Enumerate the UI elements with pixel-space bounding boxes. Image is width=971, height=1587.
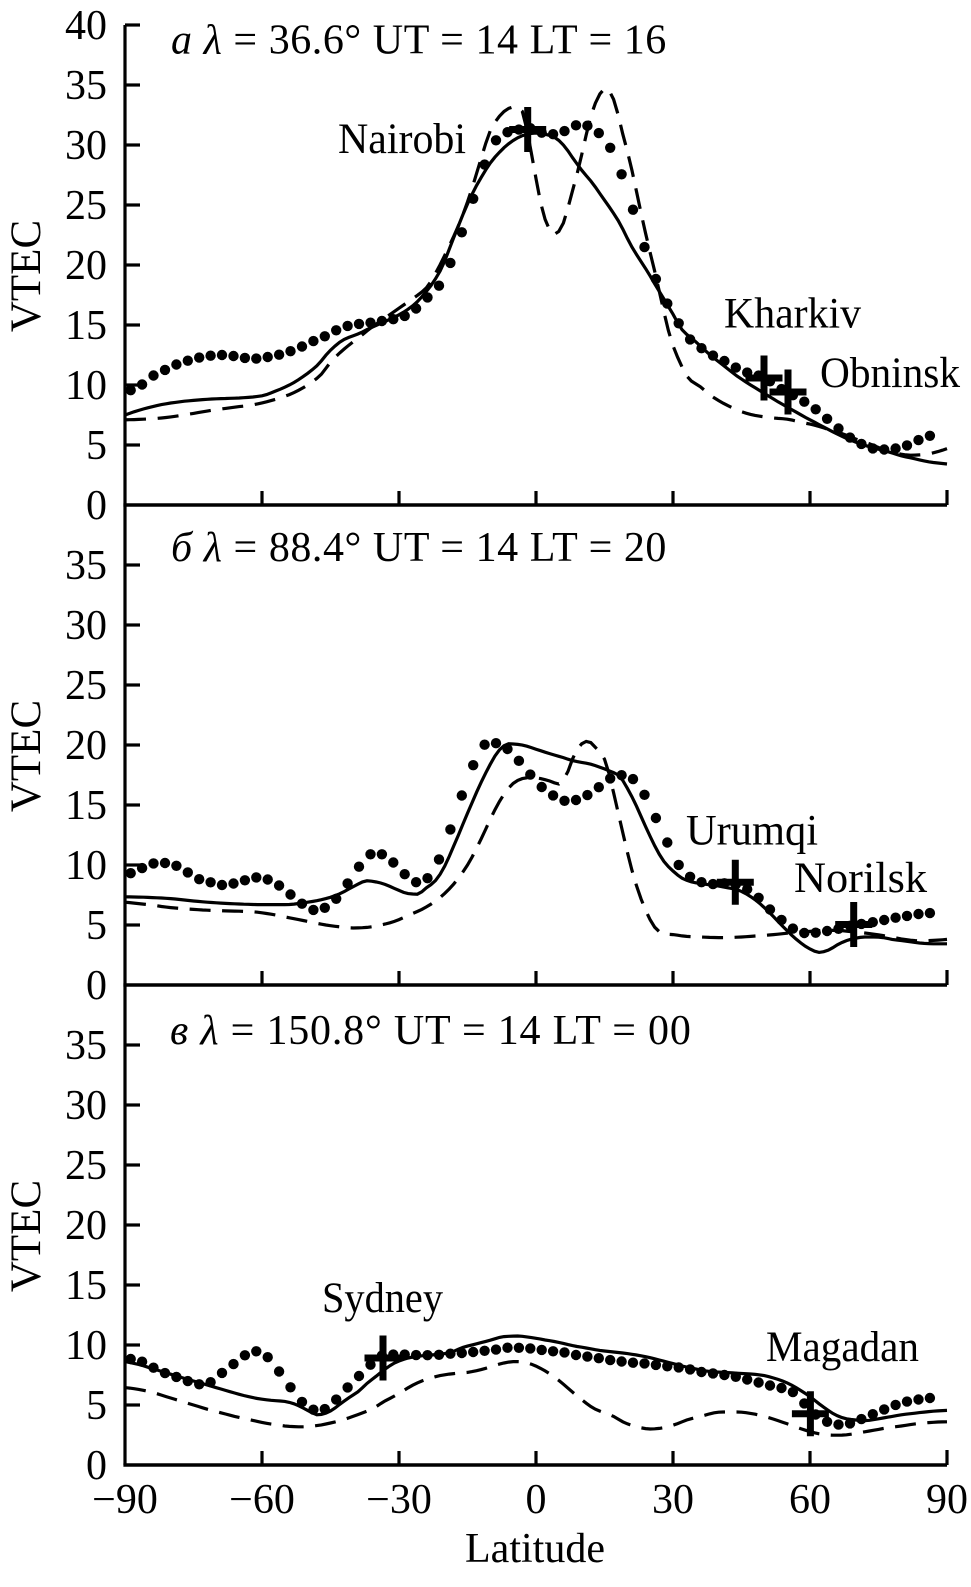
- svg-text:−30: −30: [366, 1477, 432, 1523]
- svg-text:0: 0: [86, 483, 107, 529]
- svg-text:в λ = 150.8° UT = 14 LT = 00: в λ = 150.8° UT = 14 LT = 00: [170, 1008, 692, 1054]
- svg-text:Latitude: Latitude: [465, 1526, 605, 1572]
- svg-text:20: 20: [65, 243, 107, 289]
- svg-text:25: 25: [65, 183, 107, 229]
- svg-text:−60: −60: [229, 1477, 295, 1523]
- svg-text:5: 5: [86, 903, 107, 949]
- svg-text:35: 35: [65, 63, 107, 109]
- svg-text:Norilsk: Norilsk: [794, 855, 928, 902]
- svg-text:60: 60: [789, 1477, 831, 1523]
- svg-text:VTEC: VTEC: [3, 700, 50, 812]
- svg-text:15: 15: [65, 1263, 107, 1309]
- svg-text:Nairobi: Nairobi: [338, 116, 466, 163]
- svg-text:5: 5: [86, 1383, 107, 1429]
- svg-text:Kharkiv: Kharkiv: [724, 290, 861, 337]
- svg-text:40: 40: [65, 3, 107, 49]
- svg-text:0: 0: [86, 1443, 107, 1489]
- svg-text:Urumqi: Urumqi: [686, 807, 818, 854]
- svg-text:35: 35: [65, 543, 107, 589]
- svg-text:30: 30: [65, 603, 107, 649]
- svg-text:10: 10: [65, 1323, 107, 1369]
- svg-text:35: 35: [65, 1023, 107, 1069]
- svg-text:30: 30: [65, 123, 107, 169]
- svg-text:10: 10: [65, 363, 107, 409]
- svg-text:15: 15: [65, 303, 107, 349]
- svg-text:VTEC: VTEC: [3, 220, 50, 332]
- svg-text:25: 25: [65, 1143, 107, 1189]
- svg-text:30: 30: [652, 1477, 694, 1523]
- svg-text:VTEC: VTEC: [3, 1180, 50, 1292]
- svg-text:20: 20: [65, 1203, 107, 1249]
- svg-text:0: 0: [86, 963, 107, 1009]
- svg-text:a λ = 36.6° UT = 14 LT = 16: a λ = 36.6° UT = 14 LT = 16: [171, 18, 667, 64]
- svg-text:90: 90: [926, 1477, 968, 1523]
- svg-text:25: 25: [65, 663, 107, 709]
- svg-text:Magadan: Magadan: [766, 1324, 919, 1371]
- svg-text:20: 20: [65, 723, 107, 769]
- svg-text:5: 5: [86, 423, 107, 469]
- svg-text:б λ = 88.4° UT = 14 LT = 20: б λ = 88.4° UT = 14 LT = 20: [171, 525, 667, 571]
- svg-text:Obninsk: Obninsk: [820, 350, 960, 397]
- svg-text:0: 0: [526, 1477, 547, 1523]
- svg-text:−90: −90: [92, 1477, 158, 1523]
- svg-text:30: 30: [65, 1083, 107, 1129]
- svg-text:Sydney: Sydney: [322, 1275, 443, 1322]
- svg-text:15: 15: [65, 783, 107, 829]
- svg-text:10: 10: [65, 843, 107, 889]
